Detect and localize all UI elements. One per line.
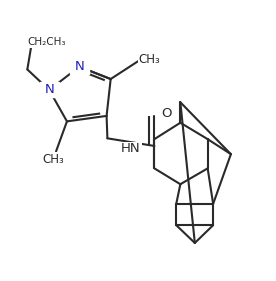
- Text: N: N: [44, 83, 54, 96]
- Text: CH₃: CH₃: [139, 53, 160, 66]
- Text: HN: HN: [121, 142, 141, 155]
- Text: CH₃: CH₃: [43, 153, 64, 166]
- Text: N: N: [75, 60, 84, 73]
- Bar: [70, 59, 89, 74]
- Text: O: O: [161, 107, 172, 120]
- Text: CH₂CH₃: CH₂CH₃: [27, 37, 66, 47]
- Bar: [40, 82, 59, 98]
